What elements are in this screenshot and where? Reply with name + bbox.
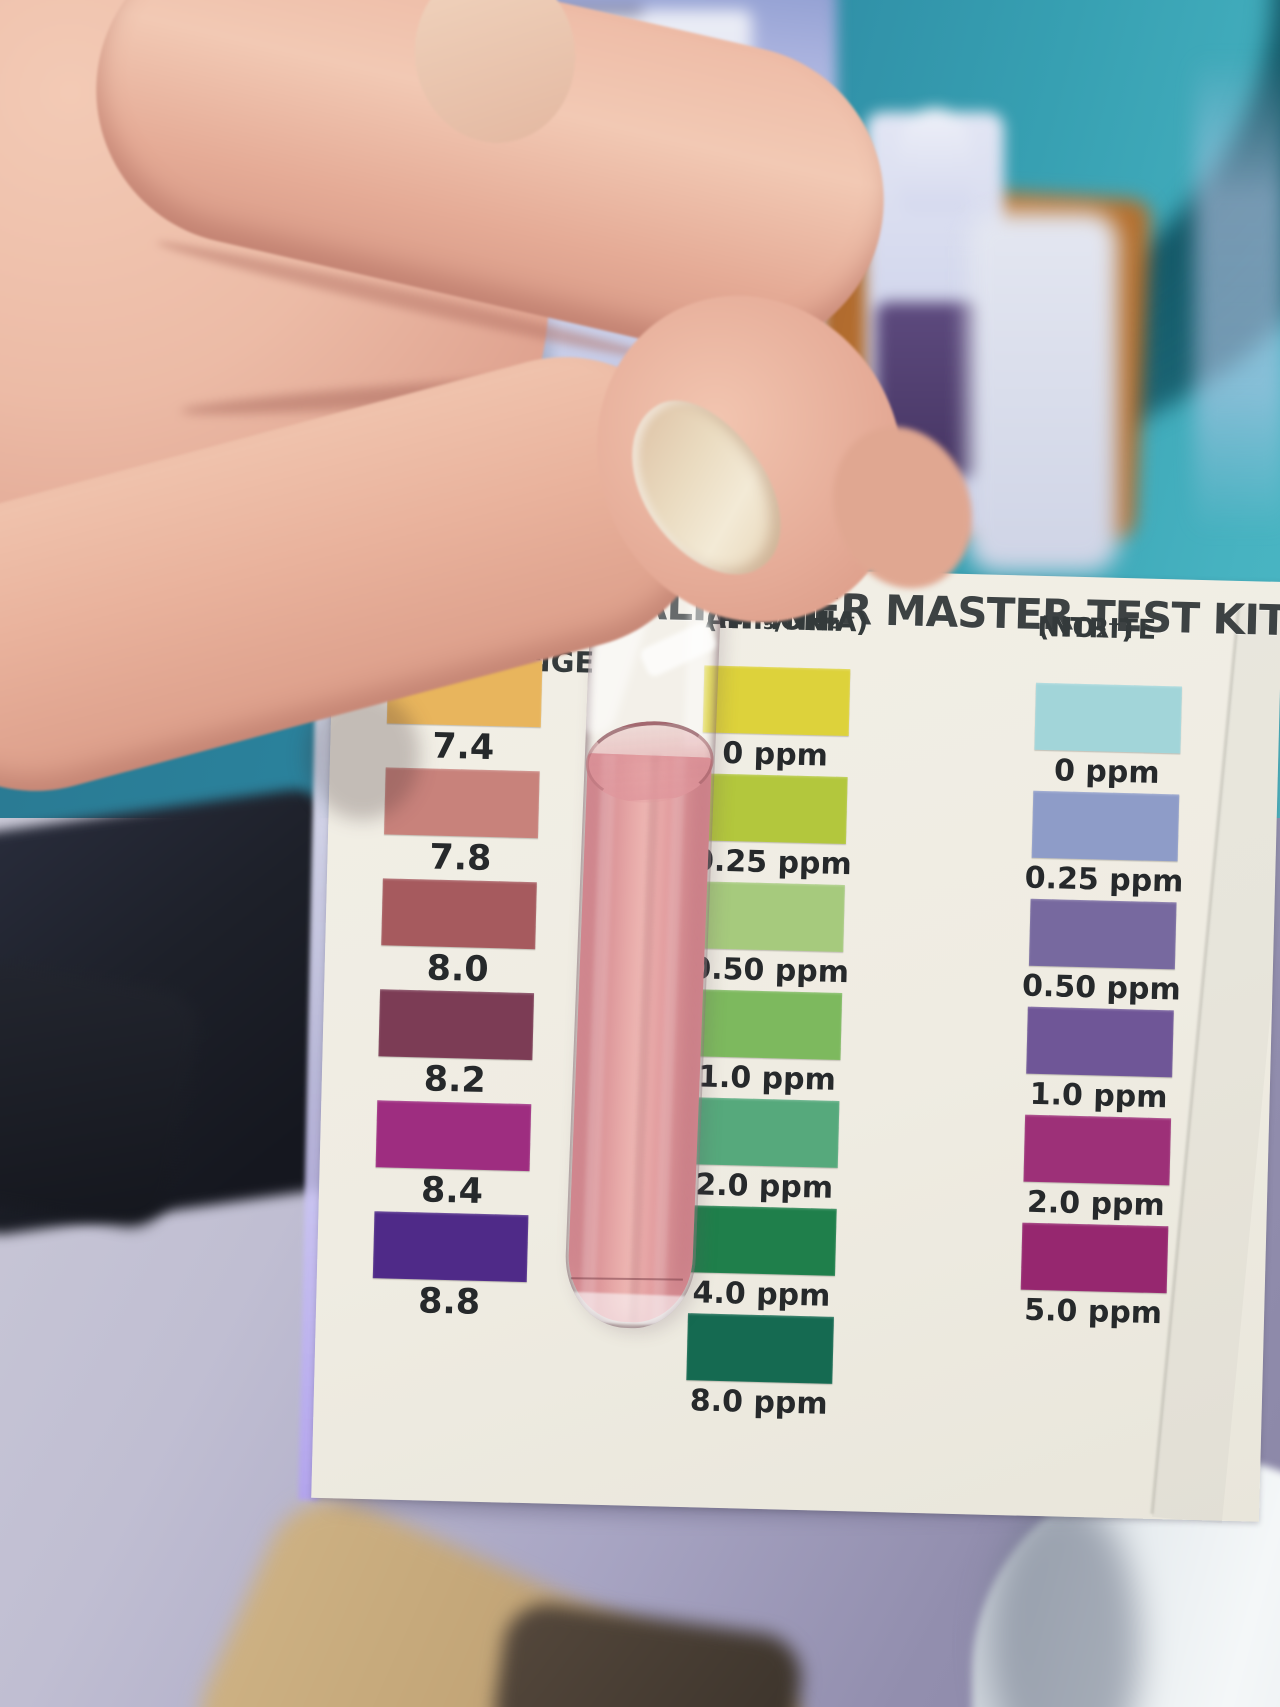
dropper-bottle	[968, 212, 1118, 572]
background-light-band	[1195, 55, 1280, 535]
bottle-dropper-cap	[899, 108, 971, 213]
